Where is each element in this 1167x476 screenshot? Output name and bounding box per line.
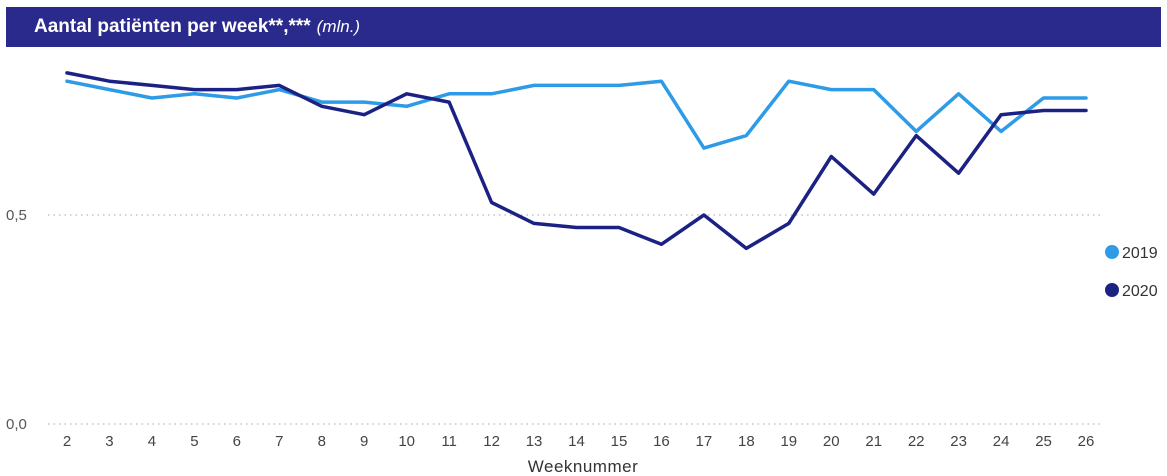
x-axis-label: Weeknummer	[528, 457, 639, 476]
x-tick-label: 21	[865, 433, 882, 450]
x-tick-label: 7	[275, 433, 283, 450]
y-axis-ticks: 0,5 0,0	[6, 207, 27, 433]
legend-label-2019: 2019	[1122, 245, 1158, 262]
series-line-2019	[65, 79, 1088, 150]
x-tick-label: 2	[63, 433, 71, 450]
x-tick-label: 10	[398, 433, 415, 450]
x-tick-label: 5	[190, 433, 198, 450]
legend-label-2020: 2020	[1122, 283, 1158, 300]
grid	[48, 214, 1102, 425]
x-tick-label: 26	[1078, 433, 1095, 450]
x-tick-label: 23	[950, 433, 967, 450]
x-tick-label: 16	[653, 433, 670, 450]
x-tick-label: 20	[823, 433, 840, 450]
x-tick-label: 24	[993, 433, 1010, 450]
x-tick-label: 8	[318, 433, 326, 450]
x-tick-label: 14	[568, 433, 585, 450]
legend-marker-2019	[1105, 245, 1119, 259]
x-tick-label: 9	[360, 433, 368, 450]
x-tick-label: 4	[148, 433, 156, 450]
x-tick-label: 22	[908, 433, 925, 450]
x-tick-label: 12	[483, 433, 500, 450]
chart-title-bar: Aantal patiënten per week**,*** (mln.)	[6, 7, 1161, 47]
series-line-2020	[65, 71, 1088, 251]
x-tick-label: 6	[233, 433, 241, 450]
x-axis-ticks: 2 3 4 5 6 7 8 9 10 11 12 13 14 15 16 17 18 19 20 21 22 23 24 25…	[63, 433, 1095, 450]
x-tick-label: 18	[738, 433, 755, 450]
x-tick-label: 17	[696, 433, 713, 450]
x-tick-label: 11	[441, 433, 457, 450]
series-lines	[65, 71, 1088, 251]
chart-title: Aantal patiënten per week**,***	[34, 16, 311, 37]
x-tick-label: 25	[1035, 433, 1052, 450]
y-tick-label: 0,5	[6, 207, 27, 224]
chart-title-unit: (mln.)	[316, 17, 361, 36]
y-tick-label: 0,0	[6, 416, 27, 433]
x-tick-label: 19	[780, 433, 797, 450]
x-tick-label: 15	[611, 433, 628, 450]
legend-marker-2020	[1105, 283, 1119, 297]
x-tick-label: 3	[105, 433, 113, 450]
x-tick-label: 13	[526, 433, 543, 450]
legend: 2019 2020	[1105, 245, 1158, 300]
